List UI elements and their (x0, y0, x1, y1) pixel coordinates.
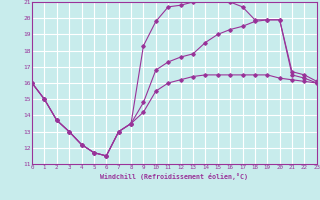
X-axis label: Windchill (Refroidissement éolien,°C): Windchill (Refroidissement éolien,°C) (100, 173, 248, 180)
